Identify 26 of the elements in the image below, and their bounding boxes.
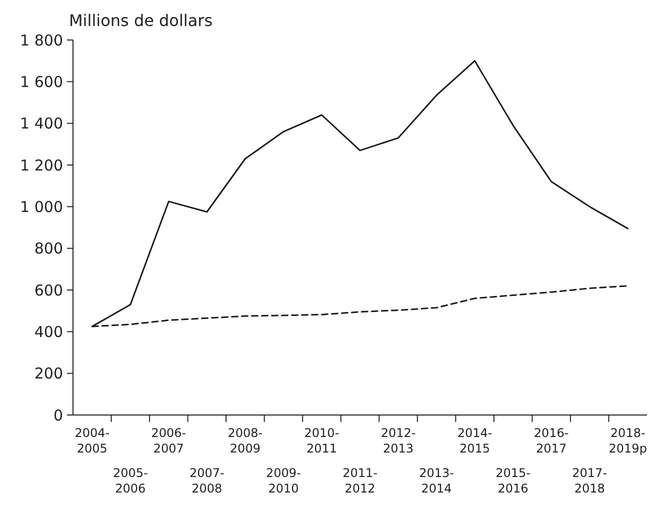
y-tick-label: 200 bbox=[34, 364, 63, 383]
x-tick-label: 2016-2017 bbox=[534, 426, 569, 456]
x-tick-label: 2018-2019p bbox=[608, 426, 647, 456]
y-tick-label: 1 200 bbox=[20, 156, 63, 174]
x-tick-label: 2014-2015 bbox=[457, 426, 492, 456]
y-tick-label: 1 600 bbox=[20, 72, 63, 91]
x-tick-label: 2010-2011 bbox=[304, 426, 340, 456]
y-tick-label: 1 800 bbox=[20, 31, 63, 50]
x-tick-label: 2007-2008 bbox=[189, 466, 224, 496]
y-tick-label: 600 bbox=[34, 281, 63, 300]
x-tick-label: 2012-2013 bbox=[380, 426, 416, 456]
x-tick-label: 2005-2006 bbox=[112, 466, 148, 496]
y-tick-label: 400 bbox=[34, 322, 63, 341]
x-tick-label: 2011-2012 bbox=[342, 466, 378, 496]
x-tick-label: 2004-2005 bbox=[74, 426, 110, 456]
y-tick-label: 800 bbox=[34, 240, 63, 258]
x-tick-label: 2013-2014 bbox=[419, 466, 454, 496]
x-tick-label: 2017-2018 bbox=[572, 466, 608, 496]
x-tick-label: 2008-2009 bbox=[228, 426, 263, 456]
x-tick-label: 2015-2016 bbox=[496, 466, 531, 496]
y-tick-label: 1 400 bbox=[20, 114, 63, 133]
y-axis-title: Millions de dollars bbox=[69, 11, 213, 30]
y-tick-label: 0 bbox=[53, 406, 63, 424]
x-tick-label: 2006-2007 bbox=[151, 426, 186, 456]
x-tick-label: 2009-2010 bbox=[266, 466, 301, 496]
y-tick-label: 1 000 bbox=[20, 198, 63, 216]
